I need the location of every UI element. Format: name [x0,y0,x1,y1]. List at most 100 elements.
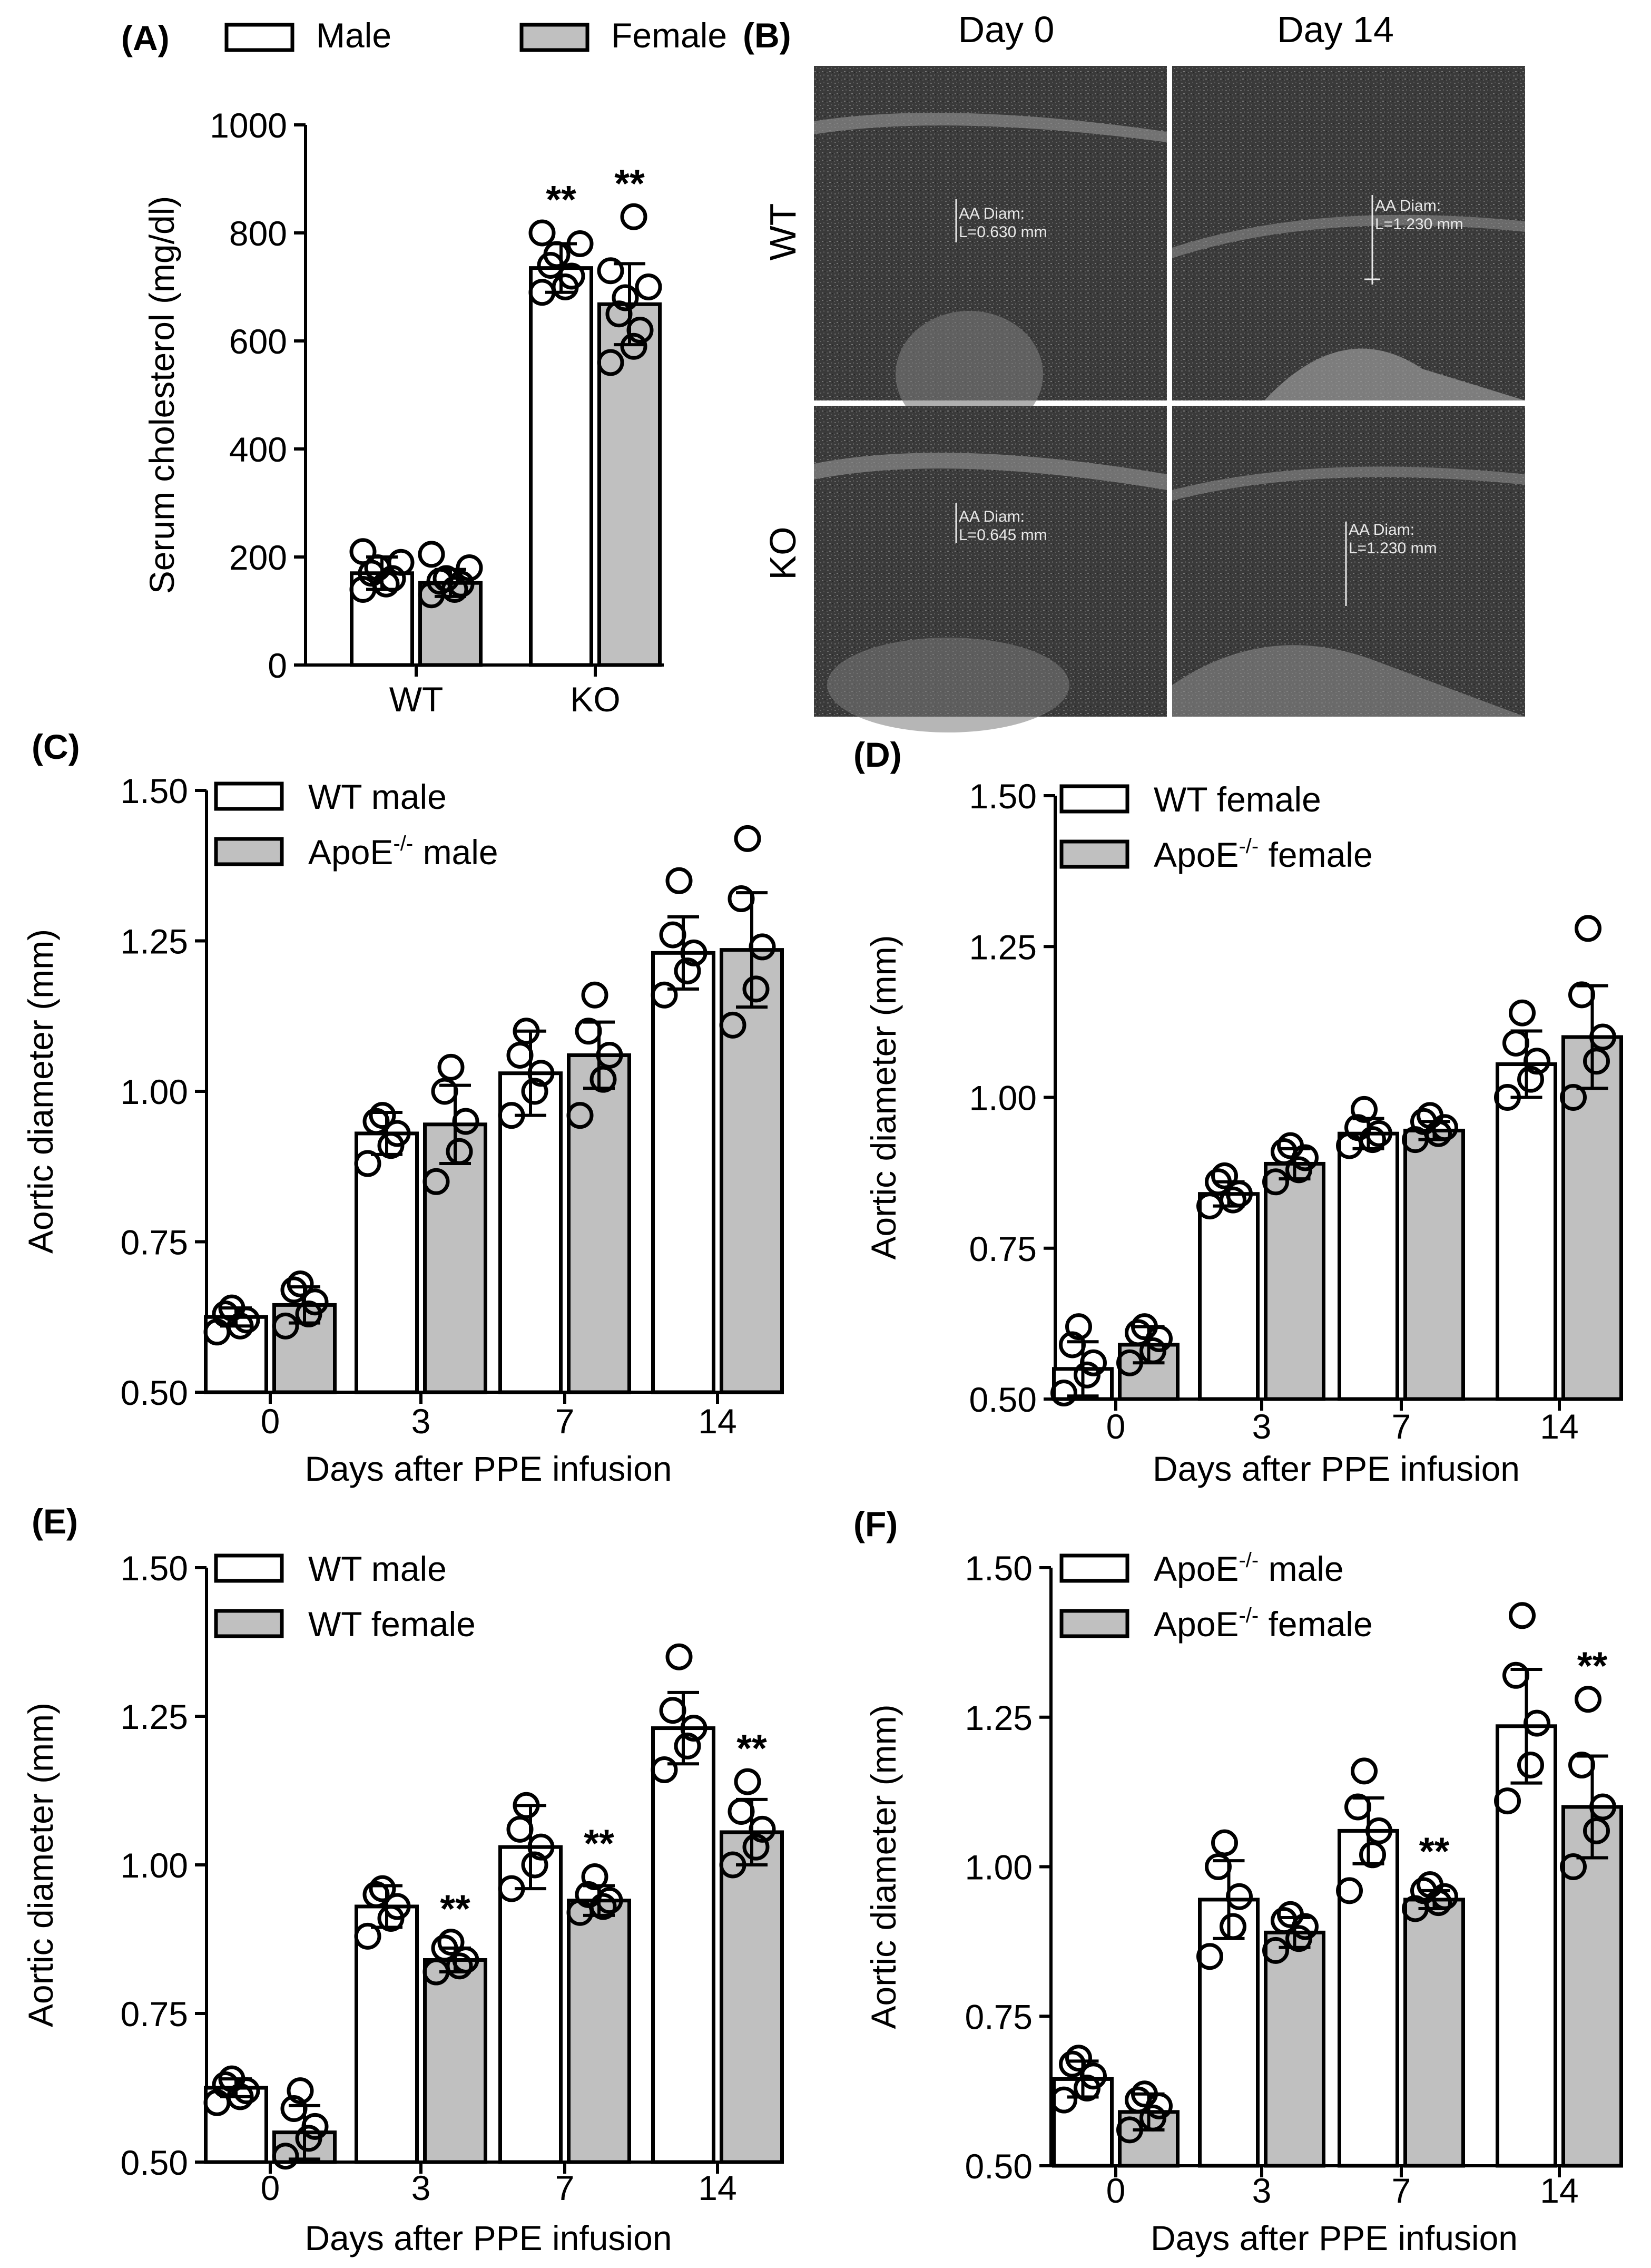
y-tick-label: 1.50 [969,777,1037,816]
significance-marker: ** [584,1822,614,1865]
data-point [742,1833,770,1861]
legend-swatch [214,837,284,866]
data-point [384,1893,411,1920]
panel-label-e: (E) [32,1502,78,1541]
data-point [287,2077,314,2105]
data-point [1116,2116,1143,2144]
data-point [620,333,647,360]
chart-panel-d: (D) 0.50 0.75 1.00 1.25 1.50 Aortic diameter (… [853,735,1623,1488]
data-point [384,1120,411,1147]
data-point [431,1934,458,1962]
bar [1561,1805,1623,2168]
bar [1198,1192,1260,1401]
data-point [1125,2086,1152,2114]
chart-panel-f: (F) 0.50 0.75 1.00 1.25 1.50 Aortic diameter (… [853,1504,1623,2257]
data-point [1589,1793,1616,1821]
data-point [665,867,693,894]
y-tick-label: 0.75 [965,1997,1033,2036]
data-point [1262,1937,1289,1964]
data-point [422,1168,450,1195]
data-point [581,981,608,1009]
data-point [1583,1817,1610,1844]
data-point [387,549,415,576]
y-tick-label: 400 [229,430,287,469]
y-tick-label: 1.50 [965,1549,1033,1588]
data-point [1196,1943,1223,1970]
bar [720,1830,784,2164]
bar [1264,1161,1325,1401]
data-point [280,1276,308,1304]
ultrasound-image-wt-day14: AA Diam: L=1.230 mm [1172,66,1525,400]
data-point [452,1946,479,1973]
data-point [1589,1023,1616,1051]
data-point [1131,1313,1158,1341]
x-tick-label: 14 [698,2168,736,2207]
x-tick-label: 7 [555,2168,575,2207]
y-tick-label: 1.50 [121,1549,188,1588]
legend-swatch [1059,839,1129,869]
data-point [719,1851,746,1879]
measure-label-ko-day0: AA Diam: [959,508,1025,525]
data-point [1205,1853,1232,1880]
data-point [1080,1349,1107,1376]
x-axis-title: Days after PPE infusion [305,1449,672,1488]
data-point [433,565,460,592]
data-point [506,1041,534,1069]
row-label-ko: KO [762,526,803,580]
significance-marker: ** [546,178,576,221]
bar [1264,1930,1325,2168]
x-tick-label: 7 [555,1402,575,1441]
data-point [1131,2080,1158,2108]
bar [720,948,784,1394]
data-point [612,284,639,311]
data-point [349,538,377,565]
x-axis-title: Days after PPE infusion [1151,2218,1518,2257]
data-point [1211,1162,1238,1189]
legend-swatch [214,1609,284,1638]
data-point [437,1053,465,1081]
y-tick-label: 0.75 [121,1995,188,2034]
data-point [301,1288,329,1316]
data-point [734,1768,761,1795]
y-tick-label: 0.75 [121,1223,188,1262]
data-point [1351,1757,1378,1785]
data-point [272,2143,299,2170]
data-point [369,1875,396,1902]
chart-panel-e: (E) 0.50 0.75 1.00 1.25 1.50 Aortic diameter (… [21,1502,784,2257]
y-tick-label: 1.00 [969,1079,1037,1118]
data-point [575,1018,602,1045]
legend-label: WT female [1154,780,1321,819]
data-point [651,981,678,1009]
data-point [742,975,770,1003]
data-point [521,1851,548,1879]
ultrasound-image-wt-day0: AA Diam: L=0.630 mm [814,66,1167,437]
y-axis-title: Aortic diameter (mm) [864,935,903,1259]
data-point [452,1108,479,1135]
bar [1338,1131,1399,1401]
data-point [212,1301,239,1328]
data-point [1116,1349,1143,1376]
y-tick-label: 800 [229,214,287,253]
x-tick-label: 3 [1252,1407,1272,1446]
data-point [659,1697,686,1724]
data-point [521,1078,548,1105]
data-point [1417,1871,1443,1899]
data-point [280,2095,308,2122]
chart-panel-a: (A) 0 200 400 600 800 1000 Serum cholesterol (m… [121,16,727,719]
data-point [1351,1096,1378,1123]
data-point [456,554,483,581]
bar [498,1845,563,2164]
legend-label: ApoE-/- male [308,832,498,872]
bar [1496,1724,1557,2168]
measure-value-wt-day14: L=1.230 mm [1375,216,1463,233]
data-point [1220,1186,1246,1214]
x-tick-label: KO [570,680,620,719]
data-point [596,1041,623,1069]
x-tick-label: 3 [411,1402,431,1441]
data-point [1277,1901,1304,1928]
x-axis-title: Days after PPE infusion [305,2218,672,2257]
y-tick-label: 1.00 [965,1848,1033,1887]
data-point [431,1078,458,1105]
legend-label: Female [611,16,727,55]
